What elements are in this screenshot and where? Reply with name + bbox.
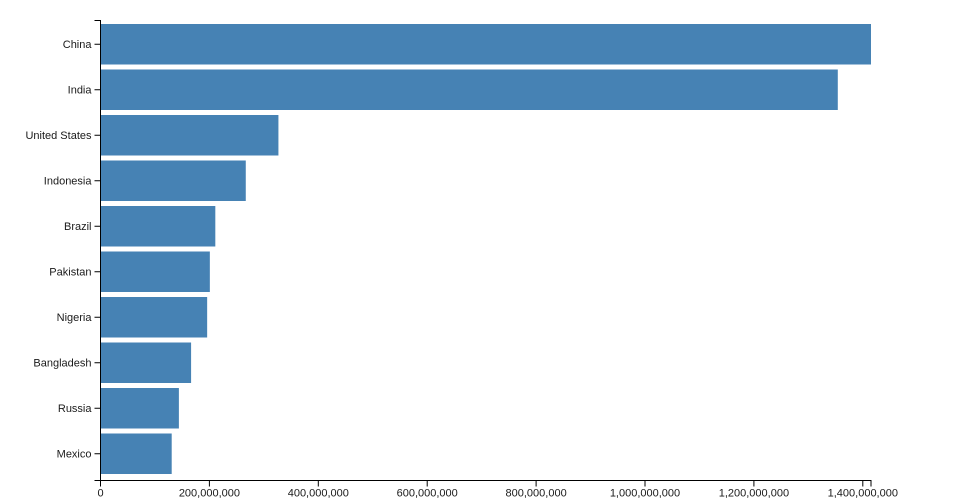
bar-nigeria (101, 297, 208, 338)
y-tick-label: Pakistan (49, 266, 91, 278)
y-tick-label: Indonesia (44, 175, 93, 187)
x-tick-label: 600,000,000 (397, 488, 458, 500)
x-tick-label: 1,000,000,000 (610, 488, 680, 500)
y-tick-label: Bangladesh (33, 357, 91, 369)
bar-russia (101, 388, 179, 429)
y-tick-label: Mexico (57, 448, 92, 460)
y-tick-label: Nigeria (57, 312, 93, 324)
bars-group (101, 24, 871, 474)
bar-mexico (101, 433, 172, 474)
bar-india (101, 69, 838, 110)
bar-indonesia (101, 160, 246, 201)
bar-china (101, 24, 871, 65)
x-tick-label: 1,200,000,000 (719, 488, 789, 500)
x-axis-line (100, 480, 872, 487)
x-tick-label: 800,000,000 (506, 488, 567, 500)
bar-brazil (101, 206, 216, 247)
x-tick-label: 200,000,000 (179, 488, 240, 500)
x-tick-label: 0 (97, 488, 103, 500)
y-tick-label: United States (25, 130, 92, 142)
y-tick-label: India (68, 84, 93, 96)
bar-bangladesh (101, 342, 192, 383)
y-axis-line (94, 20, 101, 481)
x-tick-label: 400,000,000 (288, 488, 349, 500)
y-tick-label: Brazil (64, 221, 92, 233)
x-tick-label: 1,400,000,000 (828, 488, 898, 500)
axes-group: China India United States Indonesia Brazil Pa… (25, 20, 898, 500)
y-tick-label: Russia (58, 403, 93, 415)
bar-united-states (101, 115, 279, 156)
y-tick-label: China (63, 39, 93, 51)
bar-pakistan (101, 251, 210, 292)
